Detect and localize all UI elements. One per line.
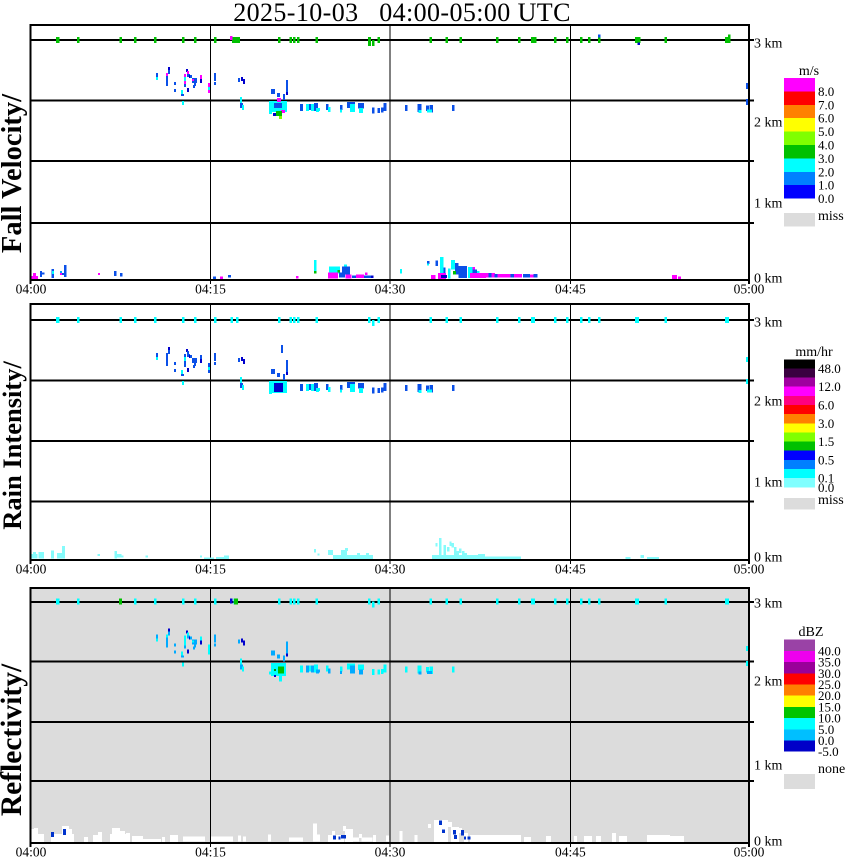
svg-text:5.0: 5.0 (818, 722, 834, 737)
svg-text:5.0: 5.0 (818, 124, 834, 139)
svg-text:25.0: 25.0 (818, 677, 841, 692)
svg-text:0.0: 0.0 (818, 480, 834, 495)
svg-text:Fall Velocity/: Fall Velocity/ (0, 93, 28, 253)
svg-text:04:30: 04:30 (375, 845, 406, 860)
svg-text:miss: miss (818, 209, 844, 224)
svg-text:04:15: 04:15 (195, 282, 226, 297)
svg-text:m/s: m/s (799, 64, 819, 79)
svg-text:mm/hr: mm/hr (795, 345, 833, 360)
svg-text:35.0: 35.0 (818, 655, 841, 670)
svg-text:04:30: 04:30 (375, 282, 406, 297)
svg-text:04:15: 04:15 (195, 562, 226, 577)
svg-text:30.0: 30.0 (818, 666, 841, 681)
svg-text:1.0: 1.0 (818, 178, 834, 193)
svg-text:2.0: 2.0 (818, 164, 834, 179)
svg-text:Rain Intensity/: Rain Intensity/ (0, 361, 27, 530)
svg-text:3.0: 3.0 (818, 151, 834, 166)
svg-text:7.0: 7.0 (818, 97, 834, 112)
svg-text:05:00: 05:00 (734, 282, 765, 297)
svg-text:04:45: 04:45 (555, 282, 586, 297)
svg-text:12.0: 12.0 (818, 379, 841, 394)
svg-text:05:00: 05:00 (734, 562, 765, 577)
svg-text:2 km: 2 km (754, 675, 783, 690)
svg-text:3.0: 3.0 (818, 416, 834, 431)
svg-text:8.0: 8.0 (818, 84, 834, 99)
svg-text:0 km: 0 km (754, 272, 783, 287)
svg-text:04:00: 04:00 (16, 845, 47, 860)
svg-text:6.0: 6.0 (818, 398, 834, 413)
svg-text:miss: miss (818, 493, 844, 508)
svg-text:1 km: 1 km (754, 197, 783, 212)
svg-text:dBZ: dBZ (799, 625, 824, 640)
svg-text:0 km: 0 km (754, 835, 783, 850)
svg-text:05:00: 05:00 (734, 845, 765, 860)
svg-text:40.0: 40.0 (818, 643, 841, 658)
svg-text:04:00: 04:00 (16, 282, 47, 297)
svg-text:6.0: 6.0 (818, 111, 834, 126)
svg-text:04:45: 04:45 (555, 562, 586, 577)
svg-text:0.5: 0.5 (818, 452, 834, 467)
svg-text:20.0: 20.0 (818, 688, 841, 703)
svg-text:none: none (818, 762, 845, 777)
svg-text:3 km: 3 km (754, 316, 783, 331)
svg-text:48.0: 48.0 (818, 361, 841, 376)
svg-text:Reflectivity/: Reflectivity/ (0, 663, 28, 816)
svg-text:0.1: 0.1 (818, 471, 834, 486)
svg-text:04:00: 04:00 (16, 562, 47, 577)
svg-text:2 km: 2 km (754, 395, 783, 410)
svg-text:2025-10-03 04:00-05:00 UTC: 2025-10-03 04:00-05:00 UTC (233, 0, 571, 27)
svg-text:04:45: 04:45 (555, 845, 586, 860)
svg-text:0.0: 0.0 (818, 733, 834, 748)
svg-text:15.0: 15.0 (818, 699, 841, 714)
svg-text:-5.0: -5.0 (818, 744, 839, 759)
svg-text:1 km: 1 km (754, 476, 783, 491)
svg-text:2 km: 2 km (754, 116, 783, 131)
svg-text:04:15: 04:15 (195, 845, 226, 860)
svg-text:3 km: 3 km (754, 597, 783, 612)
svg-text:0.0: 0.0 (818, 191, 834, 206)
svg-text:3 km: 3 km (754, 37, 783, 52)
svg-text:10.0: 10.0 (818, 711, 841, 726)
svg-text:1 km: 1 km (754, 759, 783, 774)
svg-text:4.0: 4.0 (818, 138, 834, 153)
svg-text:1.5: 1.5 (818, 434, 834, 449)
svg-text:04:30: 04:30 (375, 562, 406, 577)
svg-text:0 km: 0 km (754, 551, 783, 566)
